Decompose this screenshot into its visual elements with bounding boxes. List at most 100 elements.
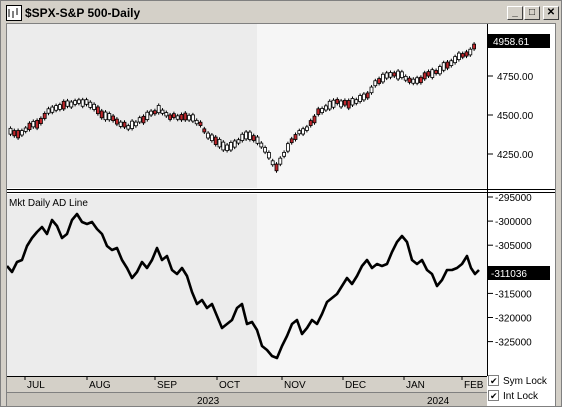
candle-body <box>160 109 165 114</box>
candle-body <box>320 108 325 114</box>
maximize-button[interactable]: □ <box>524 6 540 20</box>
candle-body <box>247 131 252 140</box>
price-last-value: 4958.61 <box>493 37 530 48</box>
candle-body <box>255 136 260 144</box>
candle-body <box>19 130 24 136</box>
candle-body <box>293 134 298 140</box>
candle-body <box>301 128 306 135</box>
price-scale-label: 4250.00 <box>497 150 534 161</box>
candle-body <box>335 98 340 104</box>
x-axis-year-label: 2024 <box>427 396 450 407</box>
candle-body <box>228 142 233 151</box>
candle-body <box>42 113 47 119</box>
candle-body <box>92 103 96 110</box>
price-scale-label: 4500.00 <box>497 111 534 122</box>
candle-body <box>16 130 21 139</box>
candle-body <box>259 142 264 148</box>
ad-scale-label: -295000 <box>495 193 532 204</box>
candle-body <box>346 100 351 109</box>
candle-body <box>27 122 32 130</box>
candle-body <box>58 104 62 110</box>
candle-body <box>460 53 465 58</box>
candle-body <box>331 99 336 108</box>
candle-body <box>175 115 180 120</box>
candle-body <box>384 72 389 79</box>
candle-body <box>213 136 218 145</box>
candle-body <box>350 98 355 106</box>
minimize-button[interactable]: _ <box>507 6 523 20</box>
candle-body <box>407 77 412 83</box>
x-axis-month-label: OCT <box>219 380 240 391</box>
candle-body <box>111 115 115 122</box>
x-axis-month-label: JUL <box>27 380 45 391</box>
candle-body <box>65 100 70 107</box>
candle-body <box>361 93 366 101</box>
candle-body <box>88 101 93 108</box>
price-last-value-tag <box>488 34 550 48</box>
window-title: $SPX-S&P 500-Daily <box>25 6 141 20</box>
candle-body <box>445 61 450 69</box>
candle-body <box>35 120 40 129</box>
candle-body <box>430 69 435 78</box>
candle-body <box>464 51 469 57</box>
candle-body <box>327 100 332 110</box>
sym-lock-checkbox[interactable]: Sym Lock <box>488 374 558 389</box>
candle-body <box>190 114 195 122</box>
candle-body <box>285 143 290 152</box>
candle-body <box>96 106 100 115</box>
int-lock-checkbox[interactable]: Int Lock <box>488 389 558 404</box>
candle-body <box>441 62 446 71</box>
candle-body <box>23 127 28 132</box>
price-pane-highlight <box>257 24 487 188</box>
year-axis-bg <box>7 392 487 406</box>
candle-body <box>8 127 13 135</box>
ad-scale-label: -325000 <box>495 338 532 349</box>
ad-pane-highlight <box>257 194 487 376</box>
sym-lock-check-icon[interactable] <box>488 374 499 388</box>
int-lock-label: Int Lock <box>503 391 539 402</box>
candle-body <box>392 72 397 77</box>
title-bar[interactable]: $SPX-S&P 500-Daily _ □ ✕ <box>3 3 559 23</box>
candle-body <box>472 43 477 50</box>
candle-body <box>244 131 249 140</box>
candle-body <box>171 113 176 118</box>
candle-body <box>240 133 245 141</box>
x-axis-month-label: FEB <box>464 380 484 391</box>
candle-body <box>50 106 55 113</box>
candle-body <box>69 101 74 108</box>
candle-body <box>80 99 85 107</box>
price-candles <box>8 42 477 173</box>
ad-scale-label: -300000 <box>495 217 532 228</box>
candle-body <box>365 92 370 99</box>
candle-body <box>418 76 423 84</box>
candle-body <box>232 140 237 148</box>
candle-body <box>270 160 275 166</box>
candle-body <box>137 117 142 123</box>
int-lock-check-icon[interactable] <box>488 389 499 403</box>
candle-body <box>358 95 363 102</box>
chart-canvas[interactable]: 4750.00 4500.00 4250.00 4958.61 Mkt Daily … <box>7 24 556 407</box>
candle-body <box>449 60 454 66</box>
candle-body <box>437 66 442 75</box>
candle-body <box>12 130 17 137</box>
candle-body <box>422 72 427 80</box>
sym-lock-label: Sym Lock <box>503 376 547 387</box>
candle-body <box>468 48 473 56</box>
candle-body <box>304 126 309 131</box>
ad-last-value-tag <box>488 266 550 280</box>
candle-body <box>426 71 431 77</box>
candle-body <box>221 141 226 151</box>
candle-body <box>354 99 359 104</box>
price-scale-label: 4750.00 <box>497 72 534 83</box>
candle-body <box>209 134 214 142</box>
close-button[interactable]: ✕ <box>543 6 559 20</box>
x-axis-month-label: AUG <box>89 380 111 391</box>
candle-body <box>312 115 317 124</box>
x-axis-month-label: JAN <box>406 380 425 391</box>
chart-area[interactable]: 4750.00 4500.00 4250.00 4958.61 Mkt Daily … <box>6 23 556 407</box>
month-axis-bg <box>7 376 487 392</box>
x-axis: JUL AUG SEP OCT NOV DEC JAN FEB 2023 2024 <box>24 376 484 407</box>
candle-body <box>415 77 420 84</box>
price-scale: 4750.00 4500.00 4250.00 <box>488 72 534 161</box>
candle-body <box>251 135 256 141</box>
